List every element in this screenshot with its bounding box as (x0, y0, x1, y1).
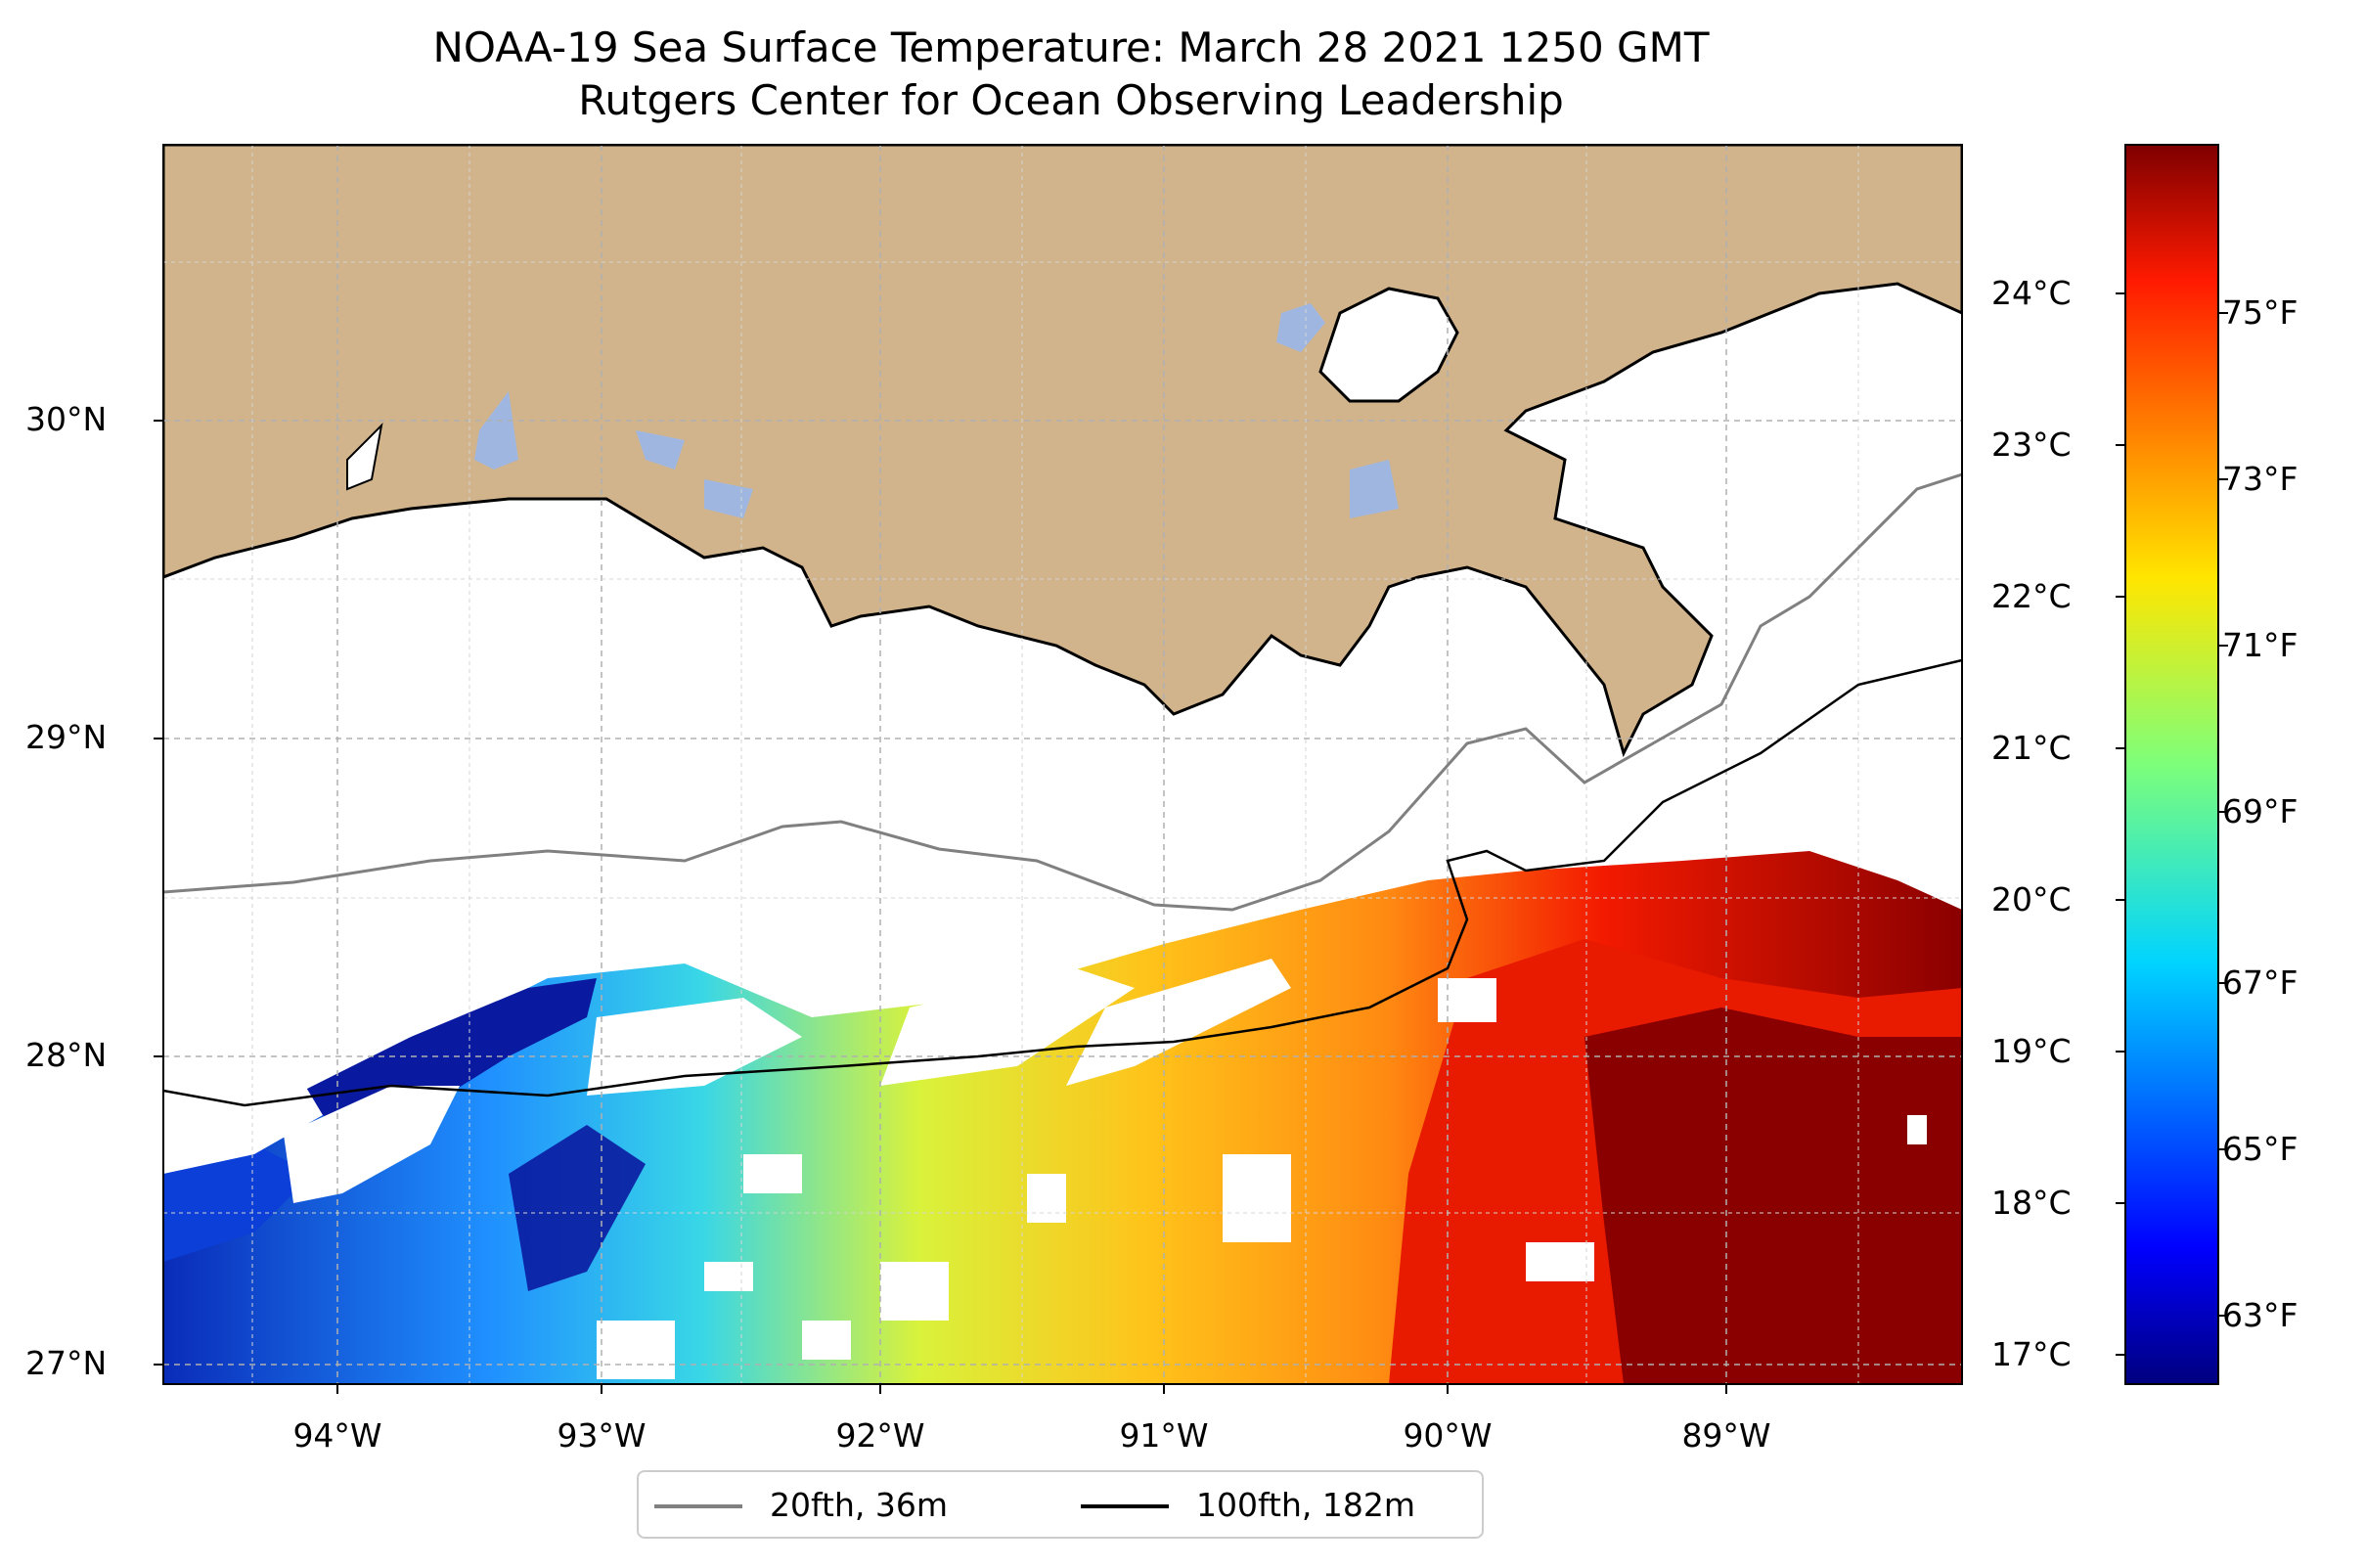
isobath-100fth (163, 658, 1962, 1107)
lat-label: 30°N (25, 400, 108, 438)
colorbar-celsius-label: 24°C (1991, 274, 2072, 312)
legend-label-100fth: 100fth, 182m (1196, 1486, 1415, 1524)
lon-label: 94°W (292, 1416, 382, 1455)
colorbar-celsius-label: 18°C (1991, 1184, 2072, 1222)
land-layer (163, 145, 1962, 758)
colorbar-fahrenheit-label: 65°F (2222, 1130, 2298, 1168)
colorbar-celsius-label: 23°C (1991, 426, 2072, 464)
colorbar-fahrenheit-label: 67°F (2222, 963, 2298, 1002)
chart-title: NOAA-19 Sea Surface Temperature: March 2… (432, 23, 1710, 71)
lon-label: 90°W (1403, 1416, 1493, 1455)
colorbar-celsius-label: 19°C (1991, 1032, 2072, 1070)
lat-label: 29°N (25, 718, 108, 756)
colorbar-fahrenheit-label: 73°F (2222, 460, 2298, 498)
chart-subtitle: Rutgers Center for Ocean Observing Leade… (578, 76, 1564, 124)
lon-label: 92°W (835, 1416, 925, 1455)
colorbar-celsius-label: 17°C (1991, 1335, 2072, 1373)
lon-label: 93°W (557, 1416, 647, 1455)
lat-label: 27°N (25, 1344, 108, 1382)
lon-label: 91°W (1119, 1416, 1209, 1455)
colorbar-fahrenheit-label: 75°F (2222, 293, 2298, 332)
lat-label: 28°N (25, 1036, 108, 1074)
lon-label: 89°W (1681, 1416, 1771, 1455)
legend-line-100fth (1081, 1504, 1169, 1508)
colorbar-celsius-label: 22°C (1991, 577, 2072, 615)
colorbar-celsius-label: 20°C (1991, 880, 2072, 918)
legend-label-20fth: 20fth, 36m (770, 1486, 948, 1524)
colorbar-fahrenheit-label: 69°F (2222, 792, 2298, 830)
colorbar-fahrenheit-label: 63°F (2222, 1296, 2298, 1334)
legend: 20fth, 36m 100fth, 182m (637, 1470, 1484, 1539)
colorbar-celsius-label: 21°C (1991, 729, 2072, 767)
colorbar-fahrenheit-label: 71°F (2222, 626, 2298, 664)
colorbar (2124, 144, 2219, 1385)
isobath-20fth (163, 472, 1962, 912)
legend-line-20fth (654, 1504, 742, 1508)
map-frame (162, 144, 1963, 1385)
